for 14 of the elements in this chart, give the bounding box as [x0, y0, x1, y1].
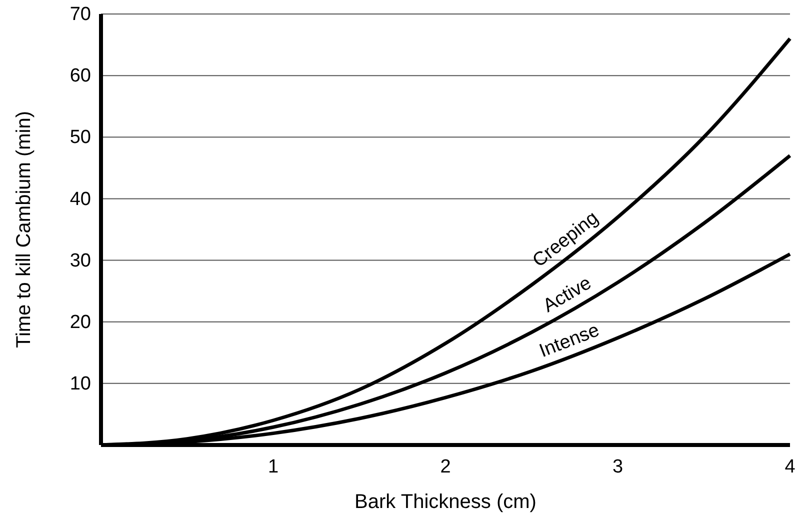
y-tick-label: 30 [70, 250, 91, 272]
x-tick-label: 1 [268, 456, 279, 478]
y-tick-label: 50 [70, 127, 91, 148]
y-tick-label: 20 [70, 312, 91, 333]
x-axis-title: Bark Thickness (cm) [354, 491, 536, 513]
text: Intense [536, 320, 602, 362]
x-tick-label: 2 [440, 456, 451, 478]
x-tick-label: 4 [784, 456, 796, 478]
y-tick-label: 40 [70, 188, 91, 210]
y-tick-label: 70 [70, 4, 91, 26]
y-tick-label: 60 [70, 66, 91, 87]
y-axis-title: Time to kill Cambium (min) [13, 110, 35, 348]
y-tick-label: 10 [70, 374, 91, 395]
x-tick-label: 3 [612, 456, 624, 478]
